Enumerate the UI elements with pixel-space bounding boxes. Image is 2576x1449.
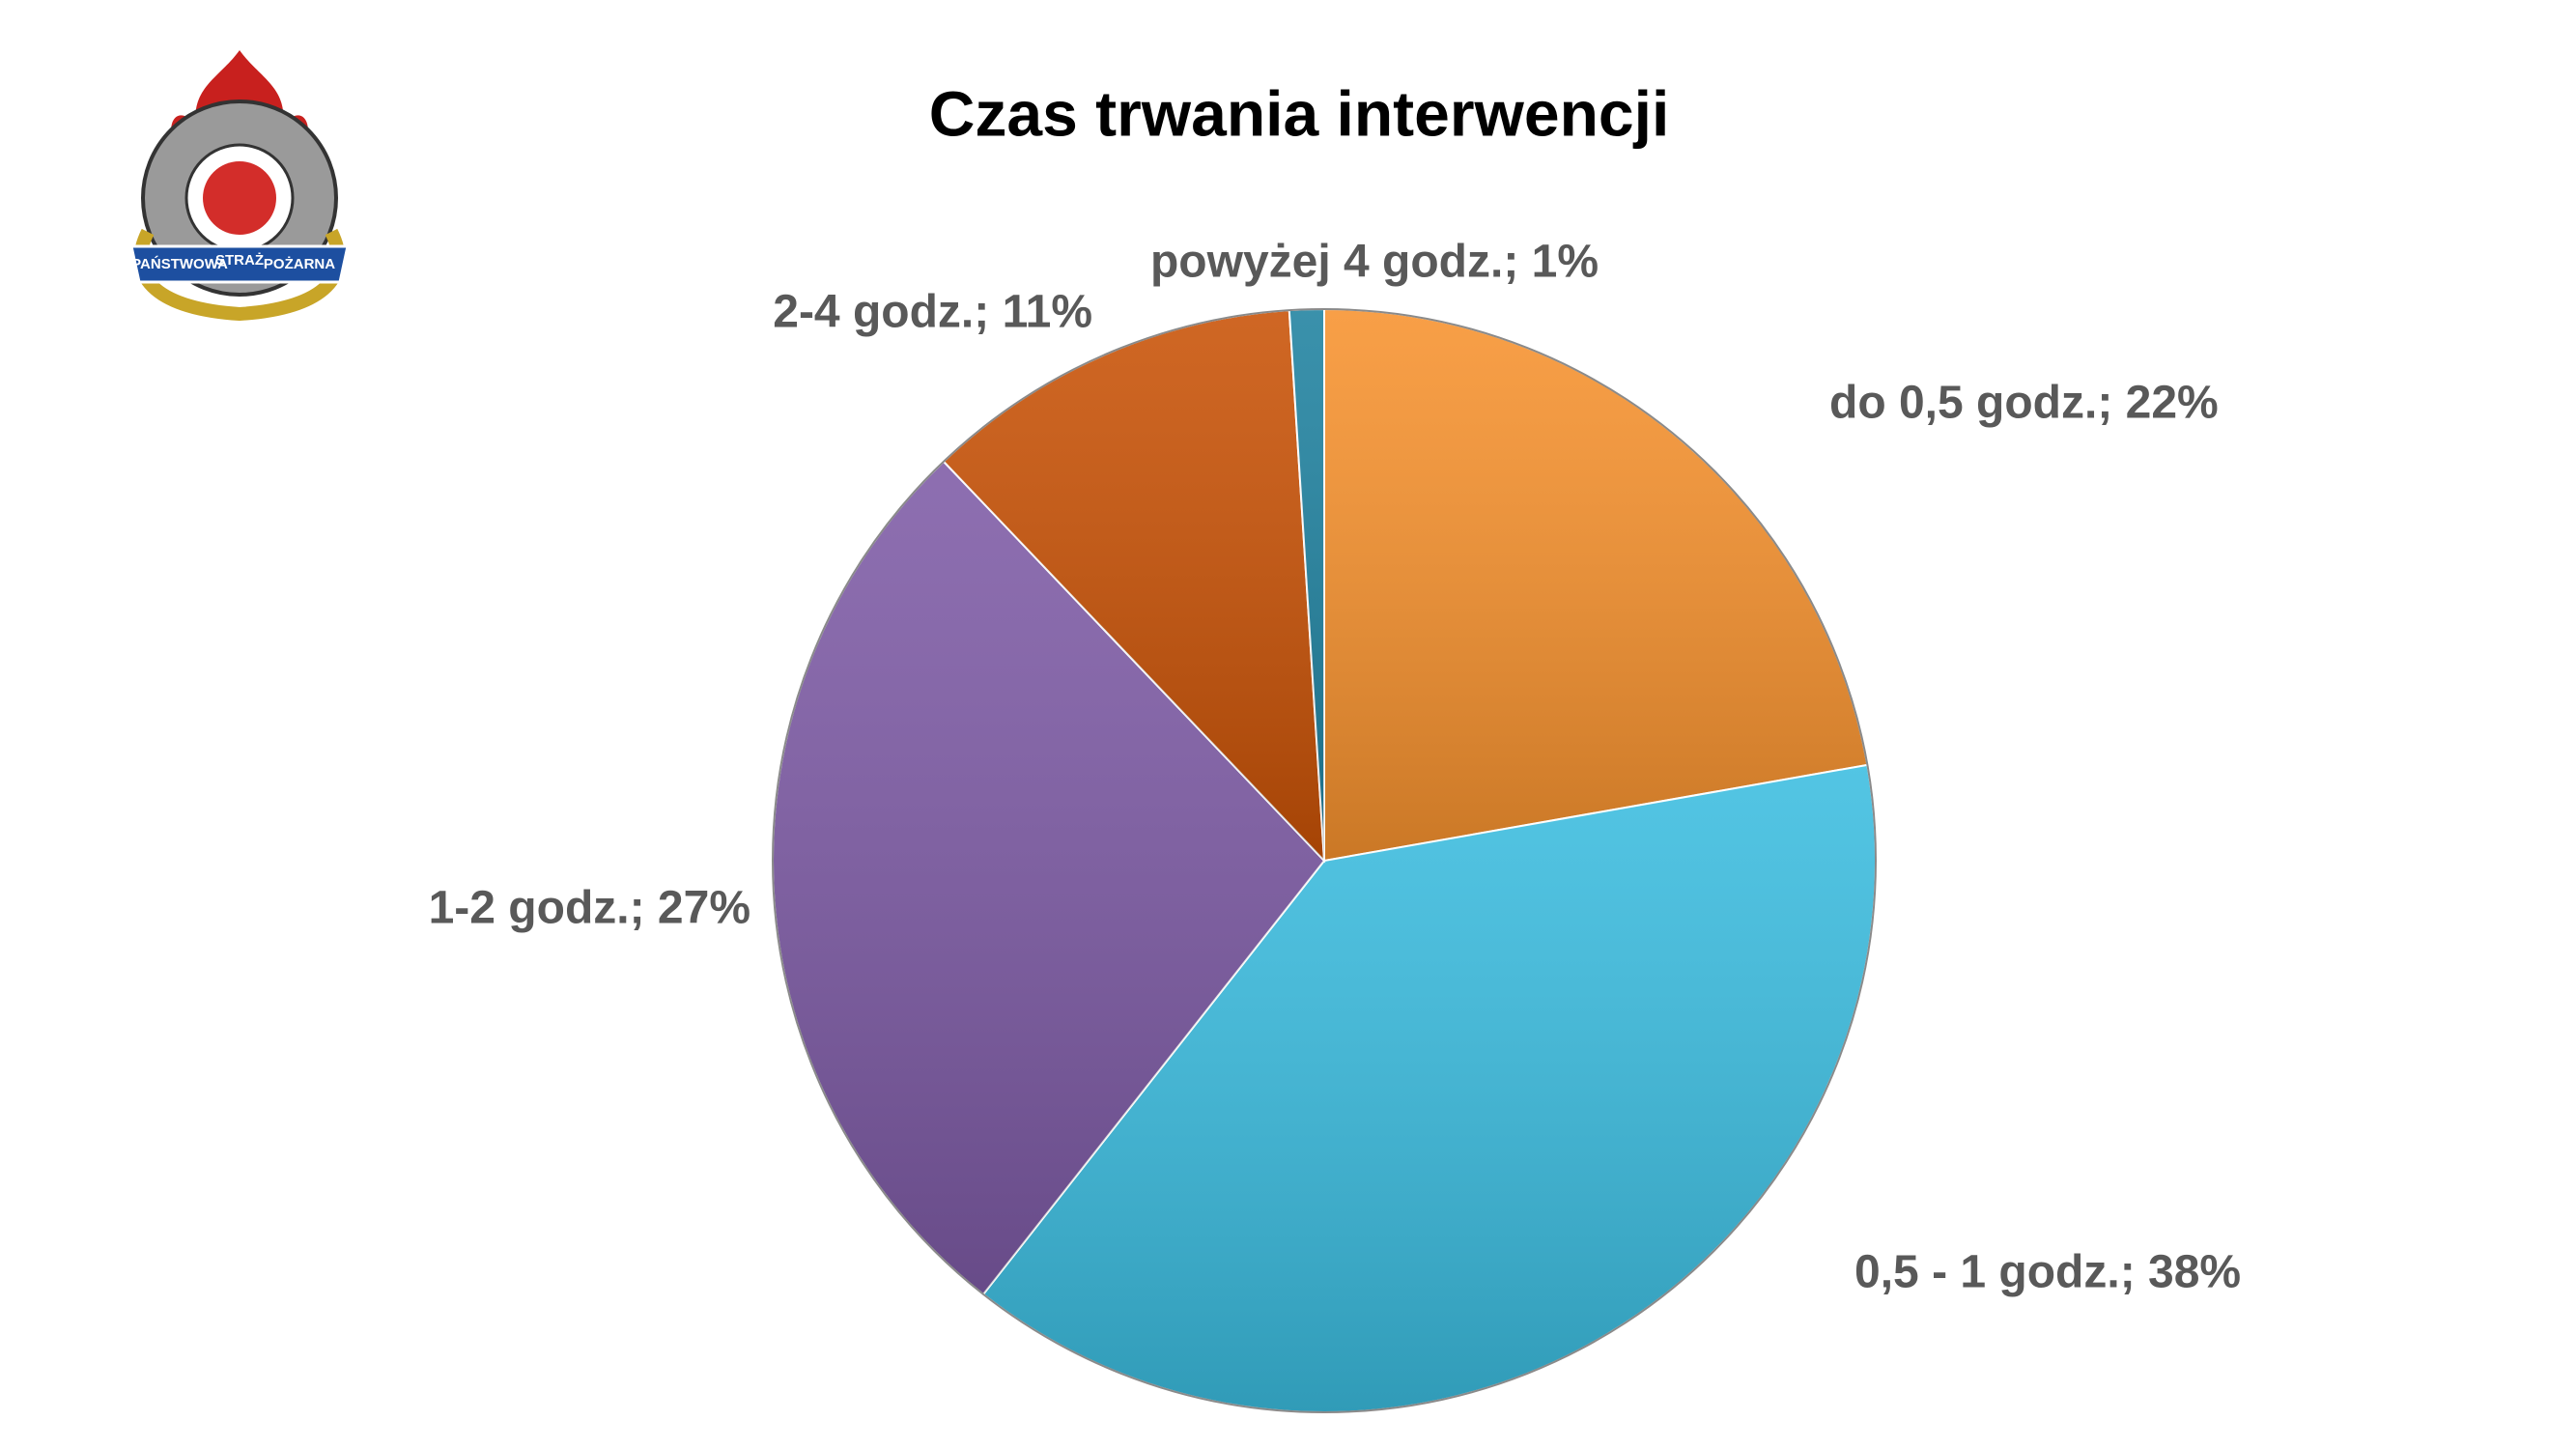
data-label: do 0,5 godz.; 22% [1829,378,2219,429]
chart-title: Czas trwania interwencji [929,77,1670,149]
pie-slice [1323,307,1869,863]
data-label: 1-2 godz.; 27% [429,883,750,934]
logo-shield [203,161,276,235]
data-label: 2-4 godz.; 11% [773,287,1092,338]
logo-text: PAŃSTWOWA [131,256,228,272]
logo-ribbon [129,244,350,284]
logo: PAŃSTWOWA STRAŻ POŻARNA [129,50,350,322]
data-label: 0,5 - 1 godz.; 38% [1854,1247,2241,1298]
pie-outline [772,308,1877,1413]
logo-text: POŻARNA [264,256,335,272]
data-label: powyżej 4 godz.; 1% [1150,237,1599,288]
logo-text: STRAŻ [215,252,264,269]
